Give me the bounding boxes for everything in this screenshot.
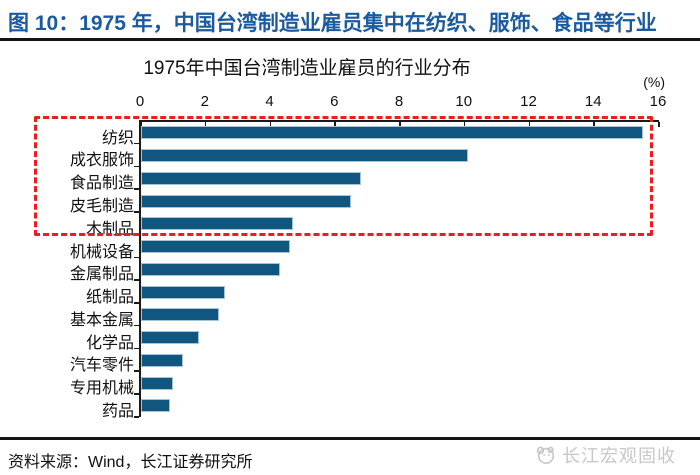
bar-成衣服饰 bbox=[141, 148, 468, 162]
bar-食品制造 bbox=[141, 171, 362, 185]
watermark-text: 长江宏观固收 bbox=[562, 446, 676, 466]
category-label: 汽车零件 bbox=[69, 357, 134, 375]
bar-纸制品 bbox=[141, 285, 226, 299]
highlight-dashed-box bbox=[34, 116, 653, 236]
category-label: 机械设备 bbox=[69, 243, 134, 261]
category-label: 纺织 bbox=[101, 129, 134, 147]
x-tick-mark bbox=[204, 122, 207, 127]
bar-皮毛制造 bbox=[141, 194, 352, 208]
x-tick-mark bbox=[593, 122, 595, 127]
x-tick-label-4: 4 bbox=[265, 93, 274, 110]
x-tick-mark bbox=[658, 122, 660, 127]
source-line: 资料来源：Wind，长江证券研究所 bbox=[8, 454, 253, 471]
y-tick-mark bbox=[134, 302, 139, 304]
y-tick-mark bbox=[134, 256, 139, 259]
category-label: 专用机械 bbox=[69, 380, 134, 398]
bar-化学品 bbox=[141, 331, 200, 345]
y-tick-mark bbox=[134, 393, 139, 395]
y-tick-mark bbox=[134, 347, 139, 350]
category-label: 金属制品 bbox=[69, 266, 134, 284]
y-axis-line bbox=[139, 120, 141, 417]
y-tick-mark bbox=[134, 279, 139, 281]
x-axis-line bbox=[139, 120, 659, 122]
bar-金属制品 bbox=[141, 262, 281, 276]
x-tick-mark bbox=[463, 122, 466, 127]
bar-汽车零件 bbox=[141, 353, 184, 367]
footer-divider bbox=[0, 437, 700, 440]
y-tick-mark bbox=[134, 324, 139, 327]
category-label: 基本金属 bbox=[69, 311, 134, 329]
header-divider bbox=[0, 38, 700, 41]
x-tick-label-8: 8 bbox=[394, 93, 404, 110]
category-label: 食品制造 bbox=[69, 175, 134, 193]
unit-label: (%) bbox=[643, 74, 665, 90]
bar-专用机械 bbox=[141, 376, 174, 390]
y-tick-mark bbox=[134, 370, 139, 372]
category-label: 化学品 bbox=[85, 334, 134, 352]
y-tick-mark bbox=[134, 211, 139, 213]
bar-基本金属 bbox=[141, 308, 219, 322]
x-tick-label-12: 12 bbox=[520, 93, 537, 110]
watermark: 长江宏观固收 bbox=[535, 443, 676, 467]
bar-木制品 bbox=[141, 217, 294, 231]
category-label: 成衣服饰 bbox=[69, 152, 134, 170]
x-tick-label-10: 10 bbox=[455, 93, 473, 110]
x-tick-mark bbox=[528, 122, 530, 127]
x-tick-label-6: 6 bbox=[330, 93, 339, 110]
x-tick-label-0: 0 bbox=[135, 93, 145, 110]
x-tick-mark bbox=[334, 122, 336, 127]
bar-药品 bbox=[141, 399, 171, 413]
x-tick-label-14: 14 bbox=[584, 93, 602, 110]
watermark-logo-icon bbox=[536, 446, 555, 465]
x-tick-mark bbox=[269, 122, 271, 127]
bar-纺织 bbox=[141, 126, 643, 140]
x-tick-mark bbox=[399, 122, 401, 127]
category-label: 药品 bbox=[101, 402, 134, 420]
y-tick-mark bbox=[134, 142, 139, 145]
category-label: 皮毛制造 bbox=[69, 198, 134, 215]
x-tick-label-2: 2 bbox=[200, 93, 209, 110]
category-label: 纸制品 bbox=[85, 289, 134, 307]
figure-title: 图 10：1975 年，中国台湾制造业雇员集中在纺织、服饰、食品等行业 bbox=[8, 12, 657, 35]
bar-机械设备 bbox=[141, 240, 290, 254]
chart-title: 1975年中国台湾制造业雇员的行业分布 bbox=[143, 58, 471, 79]
y-tick-mark bbox=[134, 165, 139, 168]
y-tick-mark bbox=[134, 416, 139, 418]
x-tick-label-16: 16 bbox=[649, 93, 667, 110]
y-tick-mark bbox=[134, 188, 139, 190]
